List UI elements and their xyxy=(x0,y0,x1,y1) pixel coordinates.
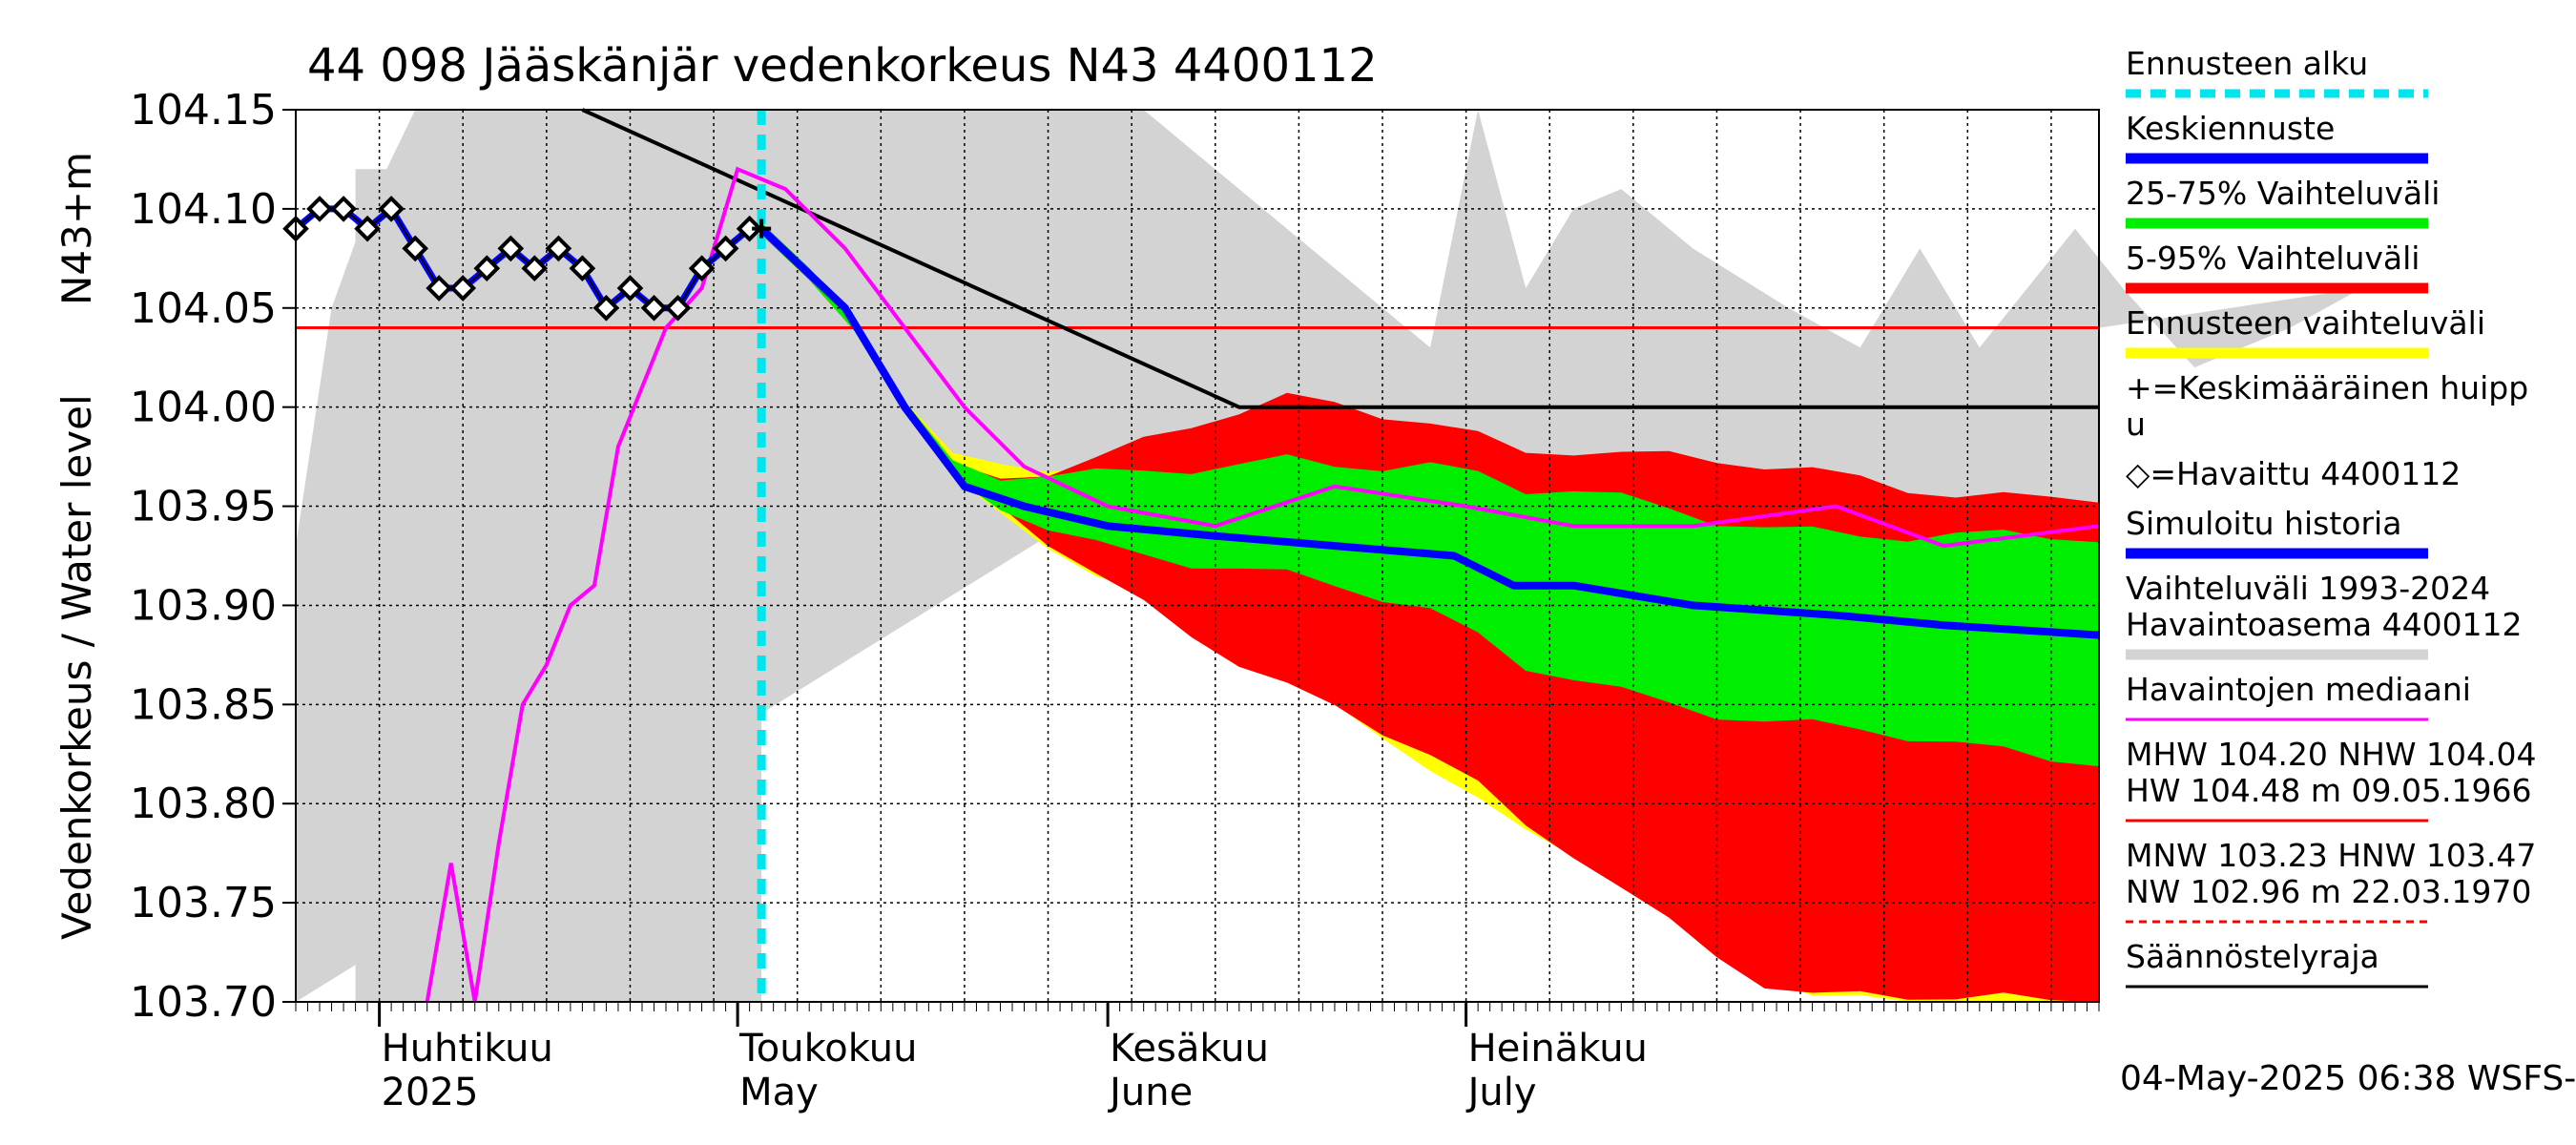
legend-label-0: Ennusteen alku xyxy=(2126,45,2368,82)
regulation-limit-line xyxy=(581,108,2099,409)
chart-title: 44 098 Jääskänjär vedenkorkeus N43 44001… xyxy=(307,39,1378,93)
observed-point-9 xyxy=(497,235,525,262)
legend-label-5: +=Keskimääräinen huipp xyxy=(2126,369,2528,406)
mean-peak-marker xyxy=(752,219,772,239)
observed-point-18 xyxy=(712,235,739,262)
observed-point-1 xyxy=(306,196,333,222)
y-axis-unit: N43+m xyxy=(53,152,100,305)
legend-label-11: MNW 103.23 HNW 103.47 xyxy=(2126,837,2536,874)
observed-point-11 xyxy=(545,235,572,262)
legend-label-7: Simuloitu historia xyxy=(2126,505,2401,542)
legend-label-6: ◇=Havaittu 4400112 xyxy=(2126,455,2461,492)
mean-forecast-line xyxy=(758,225,2100,639)
observed-point-14 xyxy=(616,275,644,302)
observed-point-15 xyxy=(640,294,668,322)
footer-timestamp: 04-May-2025 06:38 WSFS-O xyxy=(2120,1059,2576,1098)
observed-point-17 xyxy=(688,255,716,282)
y-tick-label-0: 104.15 xyxy=(130,86,277,135)
y-tick-label-2: 104.05 xyxy=(130,284,277,333)
legend-label-1: Keskiennuste xyxy=(2126,110,2335,147)
observed-point-19 xyxy=(736,215,763,242)
y-tick-label-6: 103.85 xyxy=(130,680,277,729)
x-tick-sublabel-0: 2025 xyxy=(382,1071,479,1114)
plot-frame xyxy=(295,109,2100,1003)
legend-sublabel-5: u xyxy=(2126,406,2146,443)
x-tick-label-2: Kesäkuu xyxy=(1110,1027,1269,1071)
observed-point-8 xyxy=(473,255,501,282)
history-range-area xyxy=(296,110,2362,1002)
observed-point-13 xyxy=(592,294,620,322)
y-tick-label-3: 104.00 xyxy=(130,384,277,432)
x-tick-sublabel-3: July xyxy=(1465,1071,1537,1114)
legend-label-12: Säännöstelyraja xyxy=(2126,938,2379,975)
legend-label-4: Ennusteen vaihteluväli xyxy=(2126,304,2485,342)
legend-label-10: MHW 104.20 NHW 104.04 xyxy=(2126,736,2536,773)
observed-point-2 xyxy=(330,196,357,222)
legend-label-8: Vaihteluväli 1993-2024 xyxy=(2126,570,2490,607)
band-5-95 xyxy=(761,222,2099,1002)
y-tick-label-4: 103.95 xyxy=(130,483,277,531)
observed-point-16 xyxy=(664,294,692,322)
legend: Ennusteen alku Keskiennuste 25-75% Vaihtel… xyxy=(2126,45,2536,989)
observed-point-4 xyxy=(378,196,405,222)
axes: 104.15 104.10 104.05 104.00 103.95 103.90 103.… xyxy=(130,86,2100,1114)
observed-point-6 xyxy=(426,275,453,302)
y-tick-label-9: 103.70 xyxy=(130,978,277,1027)
legend-sublabel-8: Havaintoasema 4400112 xyxy=(2126,606,2523,643)
legend-sublabel-10: HW 104.48 m 09.05.1966 xyxy=(2126,772,2531,809)
legend-label-3: 5-95% Vaihteluväli xyxy=(2126,239,2420,277)
series-lines xyxy=(293,108,2100,1003)
observed-point-12 xyxy=(569,255,596,282)
observed-point-3 xyxy=(354,215,381,242)
band-25-75 xyxy=(761,222,2099,767)
y-tick-label-1: 104.10 xyxy=(130,185,277,234)
observed-point-7 xyxy=(449,275,477,302)
x-tick-label-0: Huhtikuu xyxy=(382,1027,553,1071)
x-tick-sublabel-1: May xyxy=(739,1071,819,1114)
y-tick-label-8: 103.75 xyxy=(130,879,277,927)
legend-sublabel-11: NW 102.96 m 22.03.1970 xyxy=(2126,873,2531,910)
observed-median-line xyxy=(425,166,2100,1003)
observed-point-5 xyxy=(402,235,429,262)
y-axis-label: Vedenkorkeus / Water level xyxy=(53,394,100,940)
y-tick-label-5: 103.90 xyxy=(130,581,277,630)
x-tick-label-1: Toukokuu xyxy=(738,1027,917,1071)
observed-markers xyxy=(282,196,772,322)
history-range-fill xyxy=(355,169,774,1003)
observed-point-10 xyxy=(521,255,549,282)
x-tick-sublabel-2: June xyxy=(1107,1071,1193,1114)
y-tick-label-7: 103.80 xyxy=(130,780,277,828)
x-tick-label-3: Heinäkuu xyxy=(1468,1027,1648,1071)
legend-label-2: 25-75% Vaihteluväli xyxy=(2126,175,2440,212)
legend-label-9: Havaintojen mediaani xyxy=(2126,671,2471,708)
